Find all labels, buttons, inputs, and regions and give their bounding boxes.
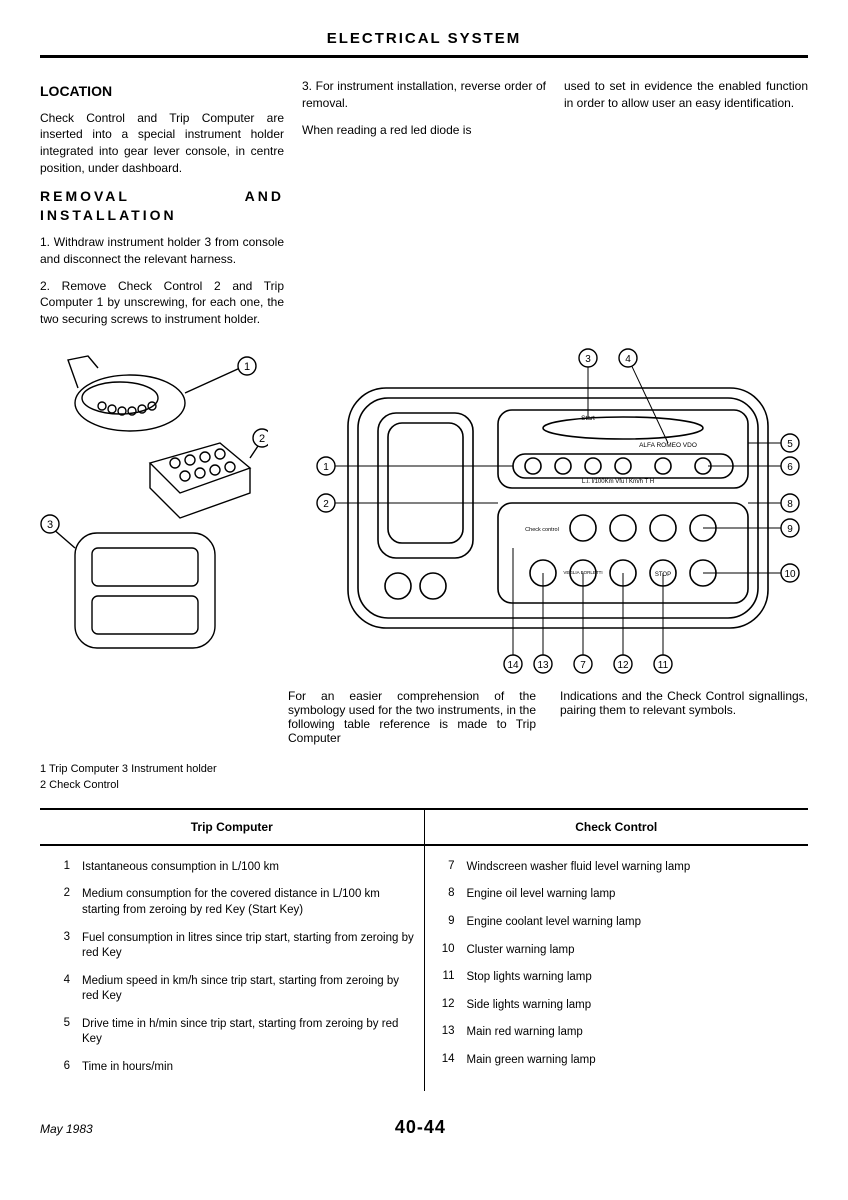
figure-console-diagram: Start ALFA ROMEO VDO L.i. l/100Km Vfu l … <box>288 348 808 678</box>
page-header-title: ELECTRICAL SYSTEM <box>40 30 808 47</box>
table-row: 2Medium consumption for the covered dist… <box>48 887 416 918</box>
fig1-callout-3: 3 <box>47 519 53 531</box>
fig2-callout-13: 13 <box>537 660 549 671</box>
legend-line-2: 2 Check Control <box>40 777 808 794</box>
fig2-callout-12: 12 <box>617 660 629 671</box>
removal-heading: REMOVAL AND INSTALLATION <box>40 187 284 226</box>
table-row: 13Main red warning lamp <box>433 1025 801 1041</box>
table-row: 8Engine oil level warning lamp <box>433 887 801 903</box>
figure-row: 1 2 3 <box>40 348 808 755</box>
table-row: 1Istantaneous consumption in L/100 km <box>48 860 416 876</box>
table-body-right: 7Windscreen washer fluid level warning l… <box>425 846 809 1091</box>
fig2-callout-14: 14 <box>507 660 519 671</box>
removal-step-4: When reading a red led diode is <box>302 122 546 139</box>
table-row: 9Engine coolant level warning lamp <box>433 915 801 931</box>
removal-step-3: 3. For instrument installation, reverse … <box>302 78 546 112</box>
reference-table: Trip Computer Check Control 1Istantaneou… <box>40 808 808 1091</box>
footer-date: May 1983 <box>40 1122 93 1136</box>
table-row: 3Fuel consumption in litres since trip s… <box>48 931 416 962</box>
footer-page-number: 40-44 <box>395 1117 446 1138</box>
fig2-callout-2: 2 <box>323 499 329 510</box>
location-heading: LOCATION <box>40 82 284 102</box>
fig2-text-units: L.i. l/100Km Vfu l Km/h T H <box>582 479 654 485</box>
table-row: 5Drive time in h/min since trip start, s… <box>48 1017 416 1048</box>
table-row: 7Windscreen washer fluid level warning l… <box>433 860 801 876</box>
symbology-para-1: For an easier comprehension of the symbo… <box>288 689 536 745</box>
fig2-callout-4: 4 <box>625 354 631 365</box>
fig2-text-brand: ALFA ROMEO VDO <box>639 442 697 449</box>
table-body-left: 1Istantaneous consumption in L/100 km 2Me… <box>40 846 425 1091</box>
page-footer: May 1983 40-44 <box>40 1117 808 1138</box>
table-row: 14Main green warning lamp <box>433 1053 801 1069</box>
fig2-callout-3: 3 <box>585 354 591 365</box>
fig2-callout-6: 6 <box>787 462 793 473</box>
table-row: 11Stop lights warning lamp <box>433 970 801 986</box>
fig2-callout-1: 1 <box>323 462 329 473</box>
table-row: 6Time in hours/min <box>48 1060 416 1076</box>
fig2-callout-5: 5 <box>787 439 793 450</box>
table-header-right: Check Control <box>425 810 809 844</box>
fig2-callout-11: 11 <box>658 660 669 671</box>
figure-exploded-parts: 1 2 3 <box>40 348 268 668</box>
removal-step-5: used to set in evidence the enabled func… <box>564 78 808 112</box>
location-para: Check Control and Trip Computer are inse… <box>40 110 284 177</box>
removal-step-1: 1. Withdraw instrument holder 3 from con… <box>40 234 284 268</box>
table-row: 4Medium speed in km/h since trip start, … <box>48 974 416 1005</box>
removal-step-2: 2. Remove Check Control 2 and Trip Compu… <box>40 278 284 328</box>
legend-line-1: 1 Trip Computer 3 Instrument holder <box>40 761 808 778</box>
intro-columns: LOCATION Check Control and Trip Computer… <box>40 78 808 338</box>
table-row: 10Cluster warning lamp <box>433 943 801 959</box>
fig1-callout-2: 2 <box>259 433 265 445</box>
header-rule <box>40 55 808 58</box>
fig2-callout-7: 7 <box>580 660 586 671</box>
table-row: 12Side lights warning lamp <box>433 998 801 1014</box>
fig2-callout-10: 10 <box>784 569 796 580</box>
table-header-left: Trip Computer <box>40 810 425 844</box>
fig1-callout-1: 1 <box>244 361 250 373</box>
fig2-callout-8: 8 <box>787 499 793 510</box>
symbology-para-2: Indications and the Check Control signal… <box>560 689 808 745</box>
figure-legend: 1 Trip Computer 3 Instrument holder 2 Ch… <box>40 761 808 794</box>
fig2-callout-9: 9 <box>787 524 793 535</box>
fig2-text-cc: Check control <box>525 527 559 533</box>
